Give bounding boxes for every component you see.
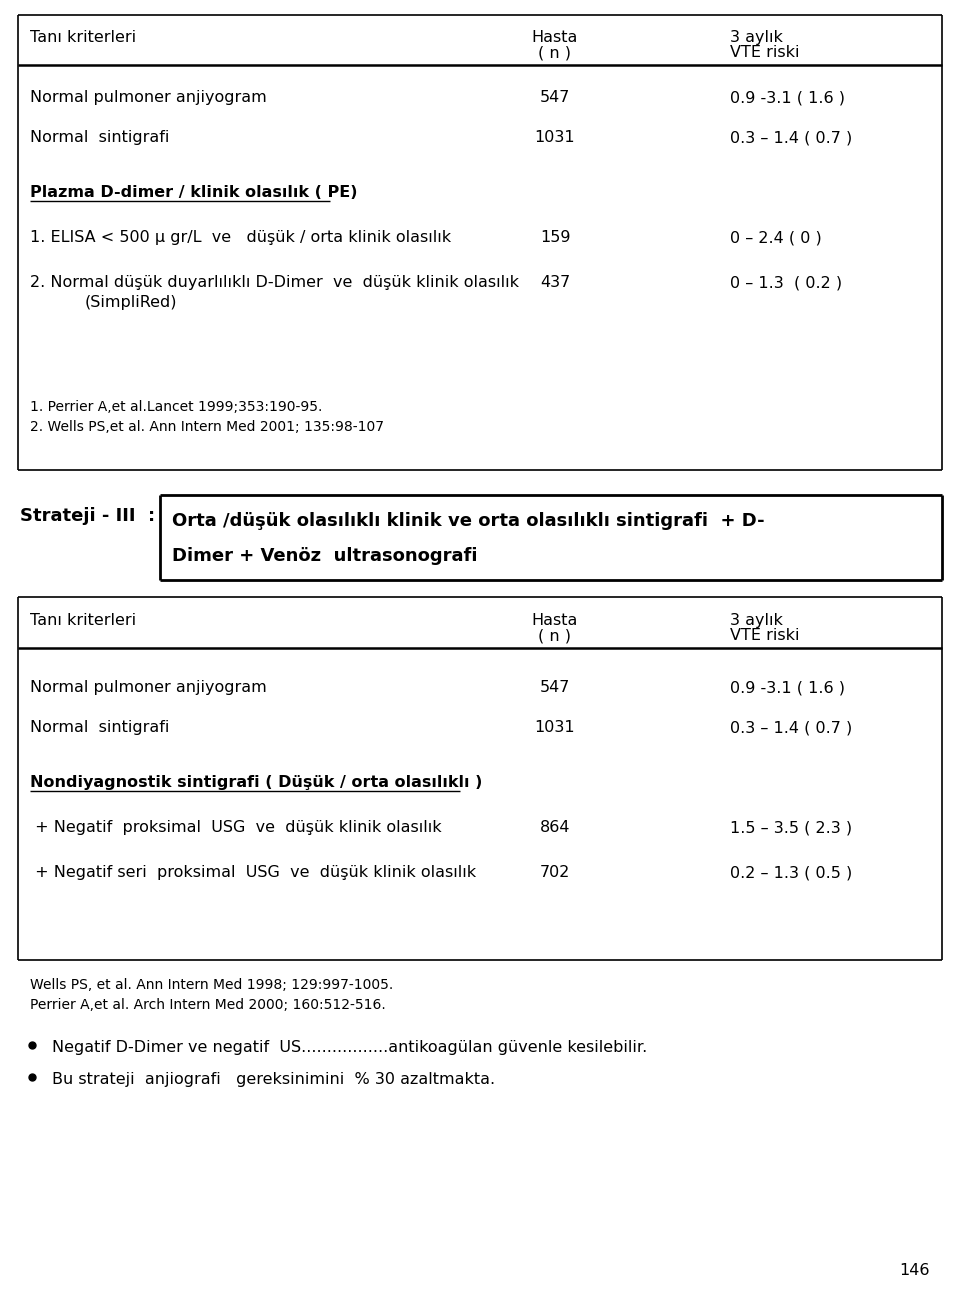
Text: 2. Normal düşük duyarlılıklı D-Dimer  ve  düşük klinik olasılık: 2. Normal düşük duyarlılıklı D-Dimer ve … xyxy=(30,275,519,290)
Text: 3 aylık: 3 aylık xyxy=(730,30,782,45)
Text: 0.3 – 1.4 ( 0.7 ): 0.3 – 1.4 ( 0.7 ) xyxy=(730,720,852,735)
Text: 0.2 – 1.3 ( 0.5 ): 0.2 – 1.3 ( 0.5 ) xyxy=(730,865,852,879)
Text: 0.9 -3.1 ( 1.6 ): 0.9 -3.1 ( 1.6 ) xyxy=(730,679,845,695)
Text: Bu strateji  anjiografi   gereksinimini  % 30 azaltmakta.: Bu strateji anjiografi gereksinimini % 3… xyxy=(52,1072,495,1087)
Text: Hasta: Hasta xyxy=(532,613,578,627)
Text: 547: 547 xyxy=(540,90,570,105)
Text: Dimer + Venöz  ultrasonografi: Dimer + Venöz ultrasonografi xyxy=(172,547,477,565)
Text: Perrier A,et al. Arch Intern Med 2000; 160:512-516.: Perrier A,et al. Arch Intern Med 2000; 1… xyxy=(30,998,386,1012)
Text: 3 aylık: 3 aylık xyxy=(730,613,782,627)
Text: 1.5 – 3.5 ( 2.3 ): 1.5 – 3.5 ( 2.3 ) xyxy=(730,820,852,835)
Text: 0.9 -3.1 ( 1.6 ): 0.9 -3.1 ( 1.6 ) xyxy=(730,90,845,105)
Text: 864: 864 xyxy=(540,820,570,835)
Text: Tanı kriterleri: Tanı kriterleri xyxy=(30,30,136,45)
Text: Tanı kriterleri: Tanı kriterleri xyxy=(30,613,136,627)
Text: Normal pulmoner anjiyogram: Normal pulmoner anjiyogram xyxy=(30,90,267,105)
Text: VTE riski: VTE riski xyxy=(730,627,800,643)
Text: ( n ): ( n ) xyxy=(539,45,571,60)
Text: + Negatif  proksimal  USG  ve  düşük klinik olasılık: + Negatif proksimal USG ve düşük klinik … xyxy=(30,820,442,835)
Text: 1031: 1031 xyxy=(535,130,575,145)
Text: 2. Wells PS,et al. Ann Intern Med 2001; 135:98-107: 2. Wells PS,et al. Ann Intern Med 2001; … xyxy=(30,420,384,434)
Text: Normal  sintigrafi: Normal sintigrafi xyxy=(30,130,169,145)
Text: Hasta: Hasta xyxy=(532,30,578,45)
Text: Normal pulmoner anjiyogram: Normal pulmoner anjiyogram xyxy=(30,679,267,695)
Text: Normal  sintigrafi: Normal sintigrafi xyxy=(30,720,169,735)
Text: 702: 702 xyxy=(540,865,570,879)
Text: 437: 437 xyxy=(540,275,570,290)
Text: VTE riski: VTE riski xyxy=(730,45,800,60)
Text: + Negatif seri  proksimal  USG  ve  düşük klinik olasılık: + Negatif seri proksimal USG ve düşük kl… xyxy=(30,865,476,879)
Text: 1031: 1031 xyxy=(535,720,575,735)
Text: Plazma D-dimer / klinik olasılık ( PE): Plazma D-dimer / klinik olasılık ( PE) xyxy=(30,184,357,200)
Text: 0.3 – 1.4 ( 0.7 ): 0.3 – 1.4 ( 0.7 ) xyxy=(730,130,852,145)
Text: 1. ELISA < 500 μ gr/L  ve   düşük / orta klinik olasılık: 1. ELISA < 500 μ gr/L ve düşük / orta kl… xyxy=(30,230,451,246)
Text: ( n ): ( n ) xyxy=(539,627,571,643)
Text: Orta /düşük olasılıklı klinik ve orta olasılıklı sintigrafi  + D-: Orta /düşük olasılıklı klinik ve orta ol… xyxy=(172,512,764,530)
Text: 146: 146 xyxy=(900,1263,930,1278)
Text: Negatif D-Dimer ve negatif  US.................antikoagülan güvenle kesilebilir.: Negatif D-Dimer ve negatif US...........… xyxy=(52,1040,647,1055)
Text: (SimpliRed): (SimpliRed) xyxy=(85,295,178,310)
Text: Nondiyagnostik sintigrafi ( Düşük / orta olasılıklı ): Nondiyagnostik sintigrafi ( Düşük / orta… xyxy=(30,776,482,790)
Text: 0 – 2.4 ( 0 ): 0 – 2.4 ( 0 ) xyxy=(730,230,822,246)
Text: 1. Perrier A,et al.Lancet 1999;353:190-95.: 1. Perrier A,et al.Lancet 1999;353:190-9… xyxy=(30,400,323,414)
Text: 159: 159 xyxy=(540,230,570,246)
Text: 547: 547 xyxy=(540,679,570,695)
Text: Strateji - III  :: Strateji - III : xyxy=(20,507,156,525)
Text: 0 – 1.3  ( 0.2 ): 0 – 1.3 ( 0.2 ) xyxy=(730,275,842,290)
Text: Wells PS, et al. Ann Intern Med 1998; 129:997-1005.: Wells PS, et al. Ann Intern Med 1998; 12… xyxy=(30,978,394,992)
